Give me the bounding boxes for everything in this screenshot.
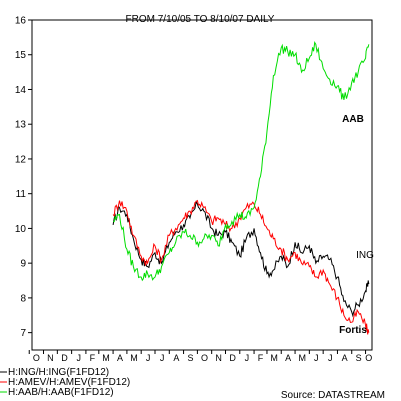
legend-label-1: H:AMEV/H:AMEV(F1FD12) bbox=[8, 377, 130, 388]
series-layer bbox=[112, 41, 370, 335]
x-tick-label: A bbox=[342, 353, 348, 363]
y-tick-label: 7 bbox=[20, 328, 26, 339]
y-tick-label: 16 bbox=[15, 16, 27, 27]
annotation-layer: AAB ING Fortis bbox=[339, 114, 374, 336]
y-tick-label: 12 bbox=[15, 154, 27, 165]
x-tick-label: J bbox=[160, 353, 165, 363]
series-line-2 bbox=[113, 41, 370, 282]
y-tick-label: 8 bbox=[20, 293, 26, 304]
y-tick-label: 9 bbox=[20, 259, 26, 270]
x-tick-label: J bbox=[77, 353, 82, 363]
x-tick-label: S bbox=[187, 353, 193, 363]
x-tick-label: O bbox=[201, 353, 208, 363]
x-tick-label: J bbox=[245, 353, 250, 363]
x-tick-label: D bbox=[61, 353, 68, 363]
annotation-aab: AAB bbox=[342, 114, 364, 125]
y-tick-label: 13 bbox=[15, 120, 27, 131]
y-tick-label: 15 bbox=[15, 50, 27, 61]
x-tick-label: S bbox=[356, 353, 362, 363]
y-tick-label: 11 bbox=[16, 189, 27, 200]
x-tick-label: J bbox=[328, 353, 333, 363]
x-tick-label: A bbox=[173, 353, 179, 363]
x-tick-label: M bbox=[270, 353, 278, 363]
x-tick-label: N bbox=[215, 353, 222, 363]
x-tick-label: A bbox=[285, 353, 291, 363]
legend-label-2: H:AAB/H:AAB(F1FD12) bbox=[8, 387, 114, 398]
x-tick-label: D bbox=[229, 353, 236, 363]
x-tick-label: A bbox=[117, 353, 123, 363]
source-note: Source: DATASTREAM bbox=[281, 390, 385, 401]
legend-label-0: H:ING/H:ING(F1FD12) bbox=[8, 367, 109, 378]
annotation-ing: ING bbox=[356, 250, 374, 261]
x-tick-label: M bbox=[298, 353, 306, 363]
x-tick-label: M bbox=[102, 353, 110, 363]
x-tick-label: O bbox=[33, 353, 40, 363]
x-tick-label: M bbox=[130, 353, 138, 363]
series-line-1 bbox=[112, 199, 370, 335]
x-tick-label: N bbox=[47, 353, 54, 363]
legend: H:ING/H:ING(F1FD12)H:AMEV/H:AMEV(F1FD12)… bbox=[0, 367, 130, 398]
y-tick-label: 14 bbox=[15, 85, 27, 96]
annotation-fortis: Fortis bbox=[339, 325, 367, 336]
y-tick-label: 10 bbox=[15, 224, 27, 235]
x-tick-label: O bbox=[365, 353, 372, 363]
series-line-0 bbox=[112, 200, 370, 318]
x-tick-label: F bbox=[258, 353, 264, 363]
x-tick-label: F bbox=[90, 353, 96, 363]
x-tick-label: J bbox=[146, 353, 151, 363]
plot-frame bbox=[31, 19, 373, 351]
x-tick-label: J bbox=[314, 353, 319, 363]
